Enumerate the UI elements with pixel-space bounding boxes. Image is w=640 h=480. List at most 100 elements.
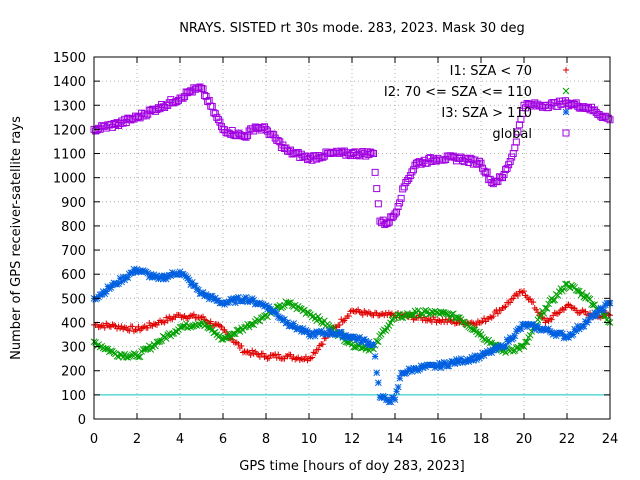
interp-marker — [476, 354, 483, 362]
interp-marker — [430, 361, 437, 369]
interp-marker — [514, 292, 521, 299]
interp-marker — [416, 365, 423, 373]
interp-marker — [394, 383, 402, 391]
interp-marker — [185, 276, 193, 284]
x-tick-label: 18 — [473, 432, 490, 447]
interp-marker — [135, 323, 142, 330]
interp-marker — [337, 328, 345, 336]
data-point — [370, 340, 377, 348]
y-tick-label: 1500 — [53, 51, 86, 66]
interp-marker — [580, 322, 588, 330]
interp-marker — [445, 362, 453, 370]
x-tick-label: 24 — [602, 432, 619, 447]
interp-marker — [129, 269, 136, 277]
interp-marker — [495, 173, 503, 181]
interp-marker — [505, 338, 512, 346]
interp-marker — [569, 331, 577, 338]
interp-marker — [479, 349, 486, 357]
interp-marker — [118, 278, 125, 286]
interp-marker — [592, 312, 600, 320]
interp-marker — [362, 337, 370, 345]
interp-marker — [119, 273, 127, 281]
legend-label: global — [492, 127, 532, 142]
interp-marker — [529, 321, 537, 328]
interp-marker — [543, 305, 551, 312]
interp-marker — [208, 292, 216, 300]
interp-marker — [132, 326, 139, 333]
chart-title: NRAYS. SISTED rt 30s mode. 283, 2023. Ma… — [179, 21, 525, 36]
interp-marker — [373, 369, 381, 377]
interp-marker — [227, 295, 235, 303]
interp-marker — [572, 327, 580, 335]
interp-marker — [463, 355, 471, 363]
data-point — [133, 266, 141, 273]
interp-marker — [408, 311, 416, 319]
interp-marker — [287, 351, 294, 358]
interp-marker — [574, 322, 582, 330]
interp-marker — [548, 316, 555, 323]
plot-area — [90, 83, 614, 406]
interp-marker — [159, 275, 167, 283]
interp-marker — [503, 164, 511, 172]
y-tick-label: 1400 — [53, 75, 86, 90]
interp-marker — [296, 324, 304, 332]
interp-marker — [135, 353, 142, 361]
interp-marker — [190, 311, 197, 318]
interp-marker — [534, 309, 541, 316]
interp-marker — [192, 282, 199, 290]
interp-marker — [604, 114, 612, 122]
interp-marker — [167, 272, 175, 280]
interp-marker — [536, 326, 543, 334]
interp-marker — [493, 346, 500, 354]
interp-marker — [281, 302, 288, 309]
interp-marker — [373, 185, 381, 193]
y-tick-label: 200 — [61, 365, 86, 380]
interp-marker — [158, 272, 165, 280]
x-tick-label: 12 — [344, 432, 361, 447]
interp-marker — [250, 296, 258, 304]
interp-marker — [153, 272, 161, 280]
interp-marker — [519, 289, 526, 296]
interp-marker — [249, 347, 256, 354]
interp-marker — [301, 306, 308, 314]
interp-marker — [454, 359, 462, 367]
interp-marker — [293, 326, 301, 333]
interp-marker — [136, 353, 144, 361]
interp-marker — [216, 118, 224, 126]
interp-marker — [347, 333, 354, 341]
interp-marker — [471, 352, 479, 359]
interp-marker — [408, 368, 416, 376]
interp-marker — [565, 334, 572, 341]
interp-marker — [309, 354, 316, 361]
interp-marker — [396, 374, 404, 382]
interp-marker — [577, 323, 585, 331]
interp-marker — [101, 345, 109, 353]
interp-marker — [483, 168, 491, 176]
interp-marker — [311, 332, 319, 340]
interp-marker — [459, 318, 466, 326]
interp-marker — [302, 353, 309, 360]
x-axis-label: GPS time [hours of doy 283, 2023] — [239, 459, 464, 474]
interp-marker — [199, 289, 207, 296]
interp-marker — [540, 310, 548, 317]
interp-marker — [150, 271, 158, 279]
interp-marker — [562, 333, 569, 340]
interp-marker — [258, 314, 265, 322]
interp-marker — [145, 273, 153, 281]
interp-marker — [153, 321, 160, 328]
interp-marker — [281, 316, 288, 323]
series-2 — [90, 265, 614, 406]
interp-marker — [469, 357, 477, 364]
interp-marker — [275, 351, 282, 358]
interp-marker — [397, 194, 405, 202]
interp-marker — [247, 351, 254, 358]
x-ticks: 0 2 4 6 8 10 12 14 16 18 20 22 24 — [90, 57, 618, 447]
interp-marker — [388, 213, 396, 221]
interp-marker — [193, 285, 201, 293]
interp-marker — [482, 169, 490, 177]
interp-marker — [502, 303, 509, 310]
y-tick-label: 100 — [61, 389, 86, 404]
interp-marker — [144, 269, 152, 277]
interp-marker — [230, 295, 238, 302]
interp-marker — [393, 387, 400, 395]
